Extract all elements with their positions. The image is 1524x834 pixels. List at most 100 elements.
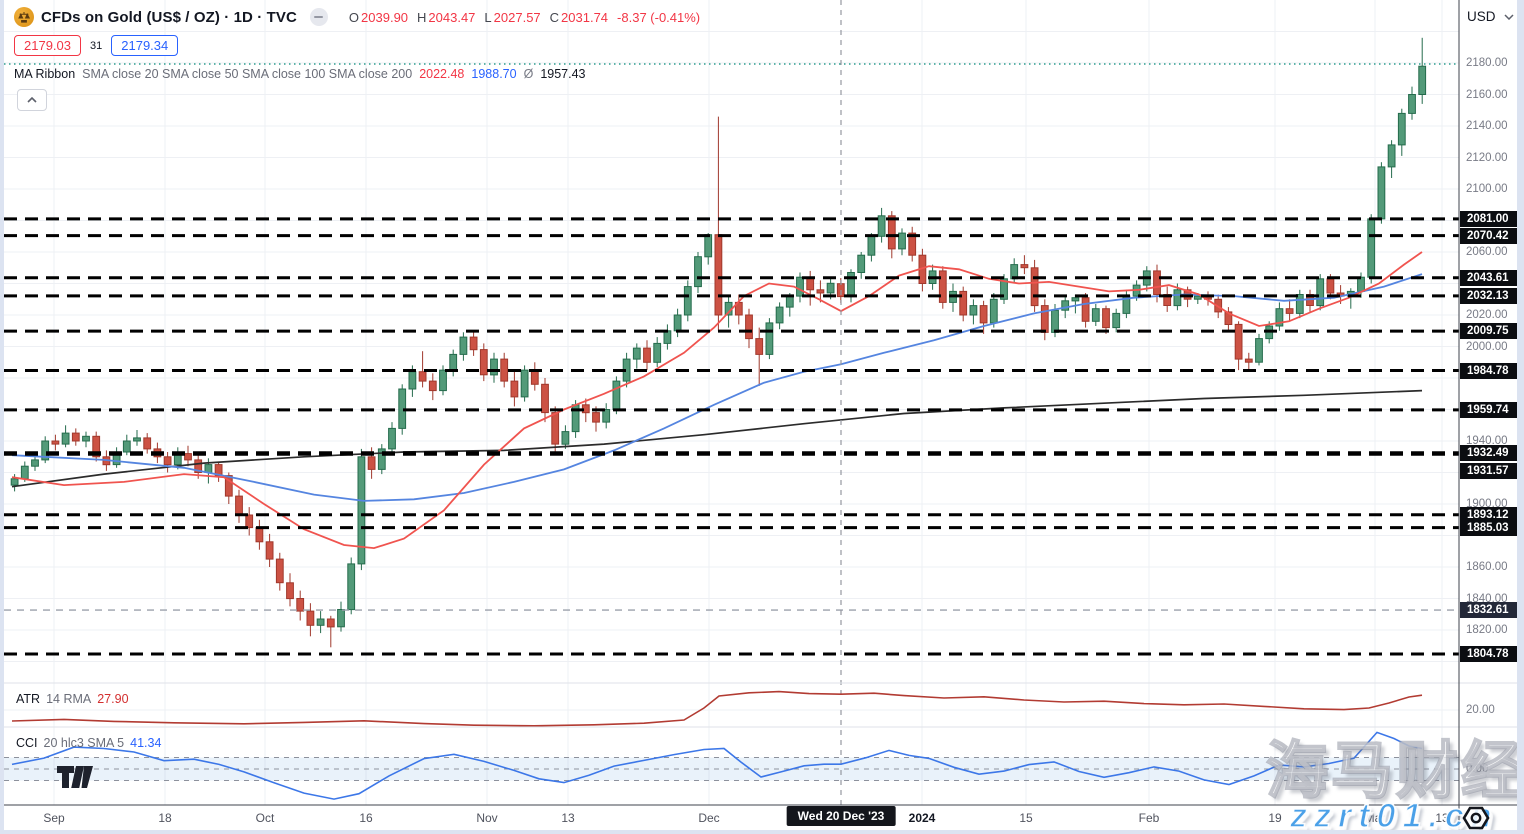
candle[interactable] [337,601,345,632]
candle[interactable] [796,272,804,303]
candle[interactable] [82,431,90,448]
candle[interactable] [1244,352,1253,372]
candle[interactable] [316,611,325,634]
candle[interactable] [704,233,713,265]
candle[interactable] [275,552,284,591]
candle[interactable] [683,280,692,322]
candle[interactable] [235,489,243,523]
candle[interactable] [663,324,672,350]
sell-button[interactable]: 2179.03 [14,35,81,56]
candle[interactable] [755,327,764,386]
atr-legend[interactable]: ATR 14 RMA 27.90 [16,692,129,706]
candle[interactable] [561,425,570,449]
candle[interactable] [979,300,988,334]
candle[interactable] [1306,289,1314,312]
currency-selector[interactable]: USD [1467,9,1514,24]
candle[interactable] [224,472,233,505]
candle[interactable] [112,447,121,468]
candle[interactable] [949,283,957,312]
candle[interactable] [214,461,223,482]
candle[interactable] [1255,333,1263,366]
candle[interactable] [377,444,386,475]
candle[interactable] [1040,299,1049,341]
candle[interactable] [449,349,458,377]
candle[interactable] [806,270,815,306]
candle[interactable] [1010,258,1019,284]
candle[interactable] [286,573,294,607]
candle[interactable] [1234,321,1243,371]
candle[interactable] [265,533,274,567]
chart-canvas[interactable] [4,0,1517,830]
candle[interactable] [1112,308,1121,333]
candle[interactable] [255,519,264,550]
candle[interactable] [296,590,305,621]
candle[interactable] [908,226,917,262]
buy-button[interactable]: 2179.34 [111,35,179,56]
candle[interactable] [694,252,702,293]
candle[interactable] [469,330,478,356]
candle[interactable] [388,422,396,456]
candle[interactable] [775,302,784,330]
collapse-symbol-button[interactable] [309,8,328,26]
candle[interactable] [867,233,876,262]
candle[interactable] [122,434,131,456]
candle[interactable] [41,436,50,464]
candle[interactable] [1020,255,1029,275]
candle[interactable] [745,308,753,349]
candles-layer[interactable] [10,37,1427,648]
candle[interactable] [602,403,611,429]
candle[interactable] [490,352,498,383]
cci-legend[interactable]: CCI 20 hlc3 SMA 5 41.34 [16,736,161,750]
tradingview-logo[interactable] [57,766,95,790]
candle[interactable] [877,207,886,243]
candle[interactable] [1397,108,1406,156]
candle[interactable] [1071,294,1080,314]
candle[interactable] [1030,259,1039,312]
candle[interactable] [428,373,437,401]
candle[interactable] [1295,289,1304,319]
price-levels-layer[interactable] [4,217,1459,656]
candle[interactable] [510,371,519,407]
candle[interactable] [133,430,141,446]
candle[interactable] [816,280,825,303]
candle[interactable] [245,507,254,536]
candle[interactable] [1091,304,1100,326]
candle[interactable] [1408,86,1416,120]
candle[interactable] [439,365,447,396]
candle[interactable] [643,340,651,371]
candle[interactable] [969,299,978,325]
candle[interactable] [918,248,927,292]
candle[interactable] [959,286,968,322]
candle[interactable] [1275,302,1284,331]
candle[interactable] [1081,293,1090,328]
candle[interactable] [143,433,152,454]
candle[interactable] [61,425,70,448]
candle[interactable] [459,332,468,361]
candle[interactable] [1224,307,1233,331]
symbol-title[interactable]: CFDs on Gold (US$ / OZ) · 1D · TVC [41,8,297,26]
candle[interactable] [857,252,866,279]
candle[interactable] [938,266,947,309]
candle[interactable] [1122,289,1131,319]
candle[interactable] [714,116,723,331]
collapse-legend-button[interactable] [17,89,47,111]
candle[interactable] [306,603,315,637]
candle[interactable] [765,318,774,360]
candle[interactable] [357,448,366,571]
candle[interactable] [326,615,335,648]
candle[interactable] [541,378,549,423]
ma-ribbon-legend[interactable]: MA Ribbon SMA close 20 SMA close 50 SMA … [14,67,586,81]
candle[interactable] [1418,37,1427,104]
candle[interactable] [500,352,509,388]
candle[interactable] [163,452,172,473]
candle[interactable] [530,362,539,391]
candle[interactable] [1316,274,1325,311]
candle[interactable] [1367,214,1376,284]
candle[interactable] [1163,286,1172,312]
candle[interactable] [847,269,855,303]
candle[interactable] [31,455,39,471]
candle[interactable] [1285,299,1294,322]
candle[interactable] [653,337,662,367]
candle[interactable] [520,365,529,402]
candle[interactable] [1102,305,1110,334]
